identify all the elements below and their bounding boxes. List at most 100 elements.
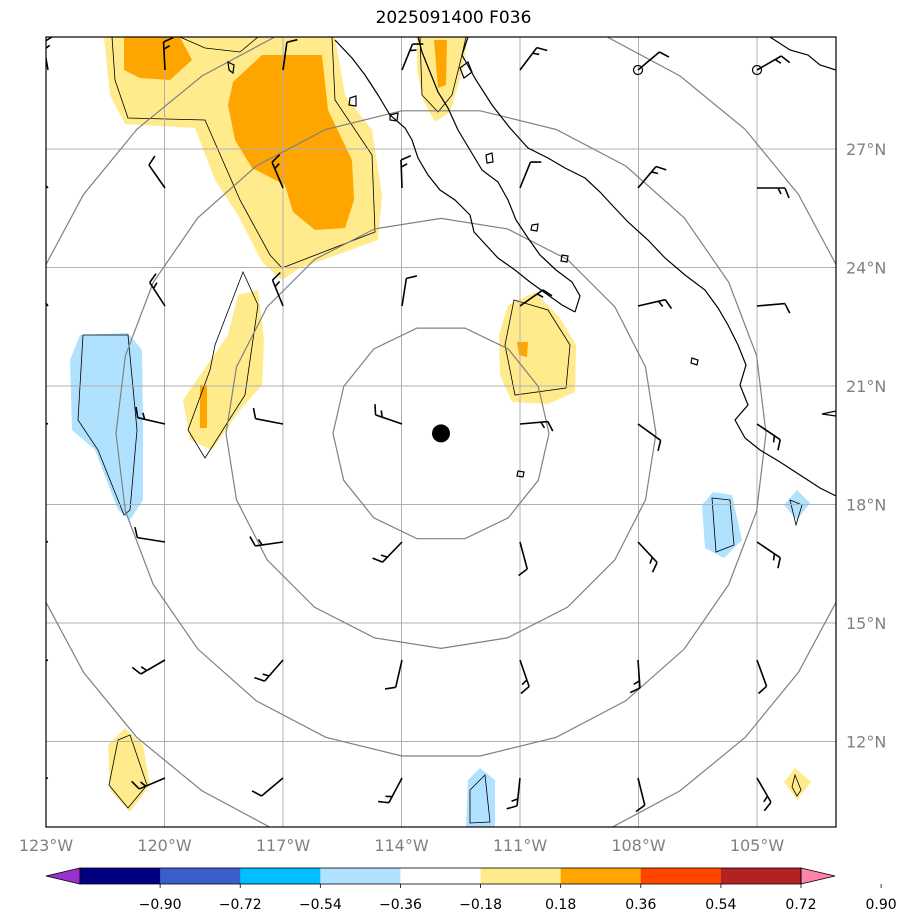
colorbar-label: 0.36 xyxy=(625,897,656,913)
wind-barb xyxy=(249,536,284,547)
contour-southeast xyxy=(791,773,802,797)
contour-east xyxy=(504,299,571,396)
coast-baja-west xyxy=(334,39,576,313)
wind-barb xyxy=(384,659,403,690)
wind-barb xyxy=(401,43,424,71)
negative-anomaly-shading xyxy=(70,333,810,827)
lat-label: 15°N xyxy=(846,614,886,633)
wind-barb xyxy=(271,272,284,307)
wind-barb xyxy=(131,659,166,675)
coast-island-f xyxy=(560,254,569,263)
wind-barb xyxy=(134,526,166,543)
contour-west xyxy=(187,270,259,459)
colorbar-label: −0.90 xyxy=(139,897,182,913)
wind-barb xyxy=(282,38,298,71)
wind-barb xyxy=(756,302,791,314)
positive-anomaly-shading xyxy=(104,37,811,812)
map-title: 2025091400 F036 xyxy=(375,8,532,28)
colorbar-segment xyxy=(80,868,161,884)
coast-island-d xyxy=(485,152,494,164)
colorbar-tick-labels: −0.90 −0.72 −0.54 −0.36 −0.18 0.18 0.36 0.54 0.7… xyxy=(139,884,897,913)
wind-barb xyxy=(637,423,662,452)
wind-barb xyxy=(518,541,529,577)
lon-label: 117°W xyxy=(256,836,311,855)
colorbar xyxy=(45,867,836,885)
colorbar-label: 0.72 xyxy=(785,897,816,913)
lat-lon-gridlines xyxy=(46,37,836,827)
contour-far-west xyxy=(77,334,138,516)
contour-northwest xyxy=(111,37,376,269)
wind-barb xyxy=(378,777,403,804)
colorbar-label: −0.72 xyxy=(219,897,262,913)
colorbar-label: −0.36 xyxy=(379,897,422,913)
colorbar-extend-low xyxy=(45,867,81,885)
colorbar-extend-high xyxy=(800,867,836,885)
wind-barb xyxy=(757,187,790,199)
colorbar-outline xyxy=(79,867,802,885)
range-rings xyxy=(46,37,836,827)
wind-barb xyxy=(756,55,791,71)
anomaly-contours xyxy=(77,37,803,824)
map-frame xyxy=(45,36,837,828)
wind-barb xyxy=(756,659,768,695)
wind-barb xyxy=(401,275,418,307)
range-ring-3 xyxy=(115,110,767,757)
wind-barb xyxy=(131,777,166,790)
colorbar-segment xyxy=(480,868,562,884)
colorbar-segment xyxy=(400,868,482,884)
wind-barb xyxy=(252,407,284,425)
colorbar-segment xyxy=(160,868,241,884)
shade-northwest-orange xyxy=(228,55,354,230)
coast-mainland xyxy=(461,37,836,497)
coast-island-c xyxy=(227,60,235,75)
shade-south-blue xyxy=(466,768,495,827)
colorbar-segment xyxy=(640,868,722,884)
shade-west-yellow xyxy=(183,290,264,450)
wind-barbs xyxy=(46,37,791,813)
contour-nw-corner xyxy=(179,37,259,53)
wind-barb xyxy=(756,777,772,812)
shade-southeast-yellow xyxy=(784,768,811,800)
shade-corner-orange xyxy=(124,37,192,80)
wind-barb xyxy=(46,166,49,189)
wind-barb xyxy=(519,420,554,432)
colorbar-label: 0.54 xyxy=(705,897,736,913)
shade-east-yellow xyxy=(499,292,576,404)
colorbar-segment xyxy=(320,868,401,884)
lon-label: 114°W xyxy=(374,836,429,855)
lat-label: 21°N xyxy=(846,377,886,396)
wind-barb xyxy=(637,165,667,189)
wind-barb xyxy=(519,161,542,189)
shade-far-west-blue xyxy=(70,333,143,520)
wind-barb xyxy=(162,37,174,71)
wind-barb xyxy=(629,659,641,694)
lon-label: 123°W xyxy=(19,836,74,855)
coastlines xyxy=(227,37,836,497)
wind-barb xyxy=(372,541,403,563)
wind-barb xyxy=(135,406,166,425)
wind-barb xyxy=(271,154,284,189)
contour-far-east xyxy=(789,499,803,527)
shade-east-blue xyxy=(702,492,742,558)
wind-barb xyxy=(519,46,548,71)
coast-east-edge xyxy=(821,410,836,417)
map-plot-area xyxy=(46,37,836,827)
wind-barb xyxy=(46,283,49,307)
colorbar-segment xyxy=(560,868,642,884)
wind-barb xyxy=(637,541,658,573)
colorbar-segment xyxy=(720,868,802,884)
colorbar-label: 0.18 xyxy=(545,897,576,913)
lon-label: 105°W xyxy=(730,836,785,855)
wind-barb xyxy=(46,659,49,670)
coast-island-e xyxy=(530,223,539,232)
coast-island-a xyxy=(348,95,357,107)
wind-barb xyxy=(519,659,530,695)
wind-barb xyxy=(637,51,670,71)
wind-barb xyxy=(637,298,673,310)
shade-gulf-orange xyxy=(434,40,447,88)
lat-label: 24°N xyxy=(846,259,886,278)
wind-barb xyxy=(756,423,781,451)
lat-label: 12°N xyxy=(846,733,886,752)
contour-southwest xyxy=(108,734,148,809)
coast-island-g xyxy=(690,357,699,366)
